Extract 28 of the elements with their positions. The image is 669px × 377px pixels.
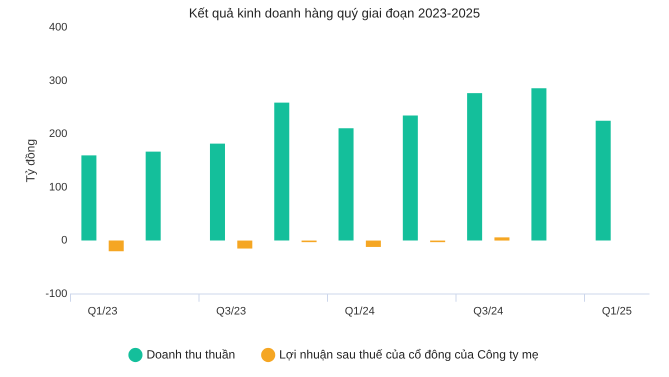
bar (402, 115, 418, 241)
y-tick-label: -100 (45, 288, 68, 300)
chart-title: Kết quả kinh doanh hàng quý giai đoạn 2023-2025 (188, 5, 480, 20)
x-tick-label: Q1/25 (602, 305, 632, 318)
y-tick-label: 300 (49, 74, 68, 87)
bar (338, 128, 354, 241)
y-tick-label: 100 (49, 181, 68, 194)
y-tick-label: 200 (49, 128, 68, 140)
x-tick-label: Q3/24 (473, 305, 504, 318)
bar (494, 237, 510, 241)
bar (366, 240, 381, 247)
x-tick-label: Q3/23 (216, 305, 246, 318)
y-tick-label: 0 (61, 234, 68, 247)
x-tick-label: Q1/24 (344, 305, 375, 318)
bar (108, 240, 124, 252)
x-tick-label: Q1/23 (88, 305, 118, 318)
y-tick-label: 400 (49, 22, 68, 34)
bar (81, 155, 96, 241)
y-axis-title: Tỷ đồng (24, 139, 38, 182)
bar (531, 88, 546, 241)
bar (210, 144, 225, 241)
bar (146, 152, 161, 241)
bar (274, 102, 290, 241)
bar (467, 93, 482, 241)
bar (237, 240, 252, 249)
bar (596, 120, 611, 241)
legend-label: Lợi nhuận sau thuế của cổ đông của Công ty mẹ (279, 347, 539, 362)
legend-label: Doanh thu thuần (146, 347, 236, 362)
